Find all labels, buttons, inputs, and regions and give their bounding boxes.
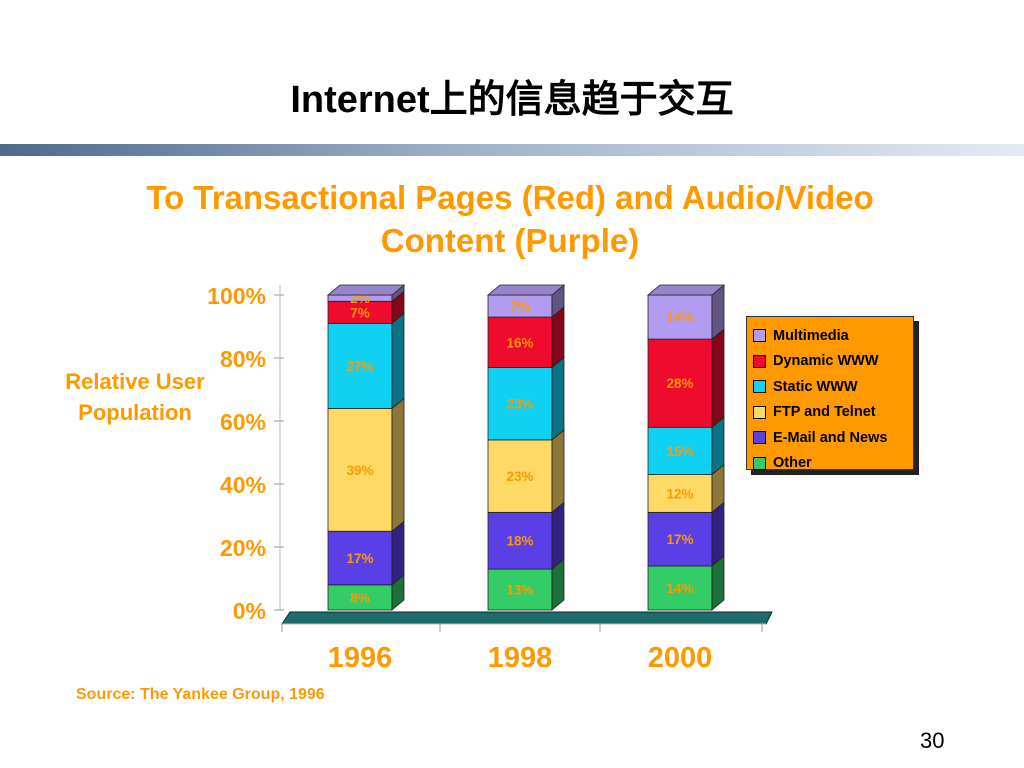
bar-segment-side (551, 356, 565, 441)
legend-swatch (753, 329, 766, 343)
bar-segment (487, 367, 553, 441)
bar-segment-side (711, 501, 725, 567)
title-divider (0, 144, 1024, 156)
data-label: 14% (666, 581, 693, 596)
legend-item: Static WWW (747, 374, 913, 400)
y-tick-label: 0% (233, 598, 266, 624)
data-label: 23% (506, 469, 533, 484)
bar-top (486, 284, 566, 296)
bar-segment (327, 322, 393, 409)
y-tick-label: 80% (220, 346, 266, 372)
bar-segment-side (551, 429, 565, 514)
chart-floor (281, 611, 773, 625)
bar-segment-side (551, 501, 565, 570)
data-label: 7% (510, 299, 530, 314)
chart-title: To Transactional Pages (Red) and Audio/V… (146, 179, 874, 259)
legend-label: E-Mail and News (773, 429, 888, 446)
legend-swatch (753, 380, 766, 394)
data-label: 17% (346, 551, 373, 566)
legend-item: Other (747, 451, 913, 477)
bar-top (326, 284, 406, 296)
bar-segment-side (711, 328, 725, 429)
bar-segment (327, 530, 393, 586)
bar-segment (647, 426, 713, 475)
legend-label: Static WWW (773, 378, 858, 395)
data-label: 27% (346, 359, 373, 374)
data-label: 16% (506, 335, 533, 350)
bar-segment (647, 565, 713, 611)
data-label: 17% (666, 532, 693, 547)
y-tick-label: 20% (220, 535, 266, 561)
legend-label: Multimedia (773, 327, 849, 344)
legend-swatch (753, 405, 766, 419)
data-label: 13% (506, 583, 533, 598)
legend-label: FTP and Telnet (773, 404, 876, 421)
y-axis-label: Relative User Population (65, 369, 205, 425)
legend-item: Dynamic WWW (747, 349, 913, 375)
bar-top (646, 284, 726, 296)
data-label: 8% (350, 590, 370, 605)
data-label: 23% (506, 397, 533, 412)
bar-segment-side (391, 520, 405, 586)
legend-item: E-Mail and News (747, 425, 913, 451)
bar-segment (647, 294, 713, 340)
data-label: 15% (666, 444, 693, 459)
y-tick-label: 40% (220, 472, 266, 498)
bar-segment-side (391, 397, 405, 533)
bar-segment-side (391, 312, 405, 410)
chart-legend: Multimedia Dynamic WWW Static WWW FTP and T… (746, 316, 914, 471)
legend-item: Multimedia (747, 323, 913, 349)
slide-title: Internet上的信息趋于交互 (290, 79, 734, 121)
legend-label: Dynamic WWW (773, 353, 879, 370)
y-tick-label: 60% (220, 409, 266, 435)
x-tick-label: 2000 (648, 642, 713, 674)
bar-segment (487, 511, 553, 570)
bar-segment (647, 338, 713, 428)
bar-segment (327, 584, 393, 611)
legend-item: FTP and Telnet (747, 400, 913, 426)
x-tick-label: 1996 (328, 642, 393, 674)
page-number: 30 (920, 728, 945, 753)
legend-swatch (753, 354, 766, 368)
legend-label: Other (773, 455, 812, 472)
x-tick-label: 1998 (488, 642, 553, 674)
legend-swatch (753, 431, 766, 445)
data-label: 18% (506, 534, 533, 549)
source-note: Source: The Yankee Group, 1996 (76, 686, 325, 703)
data-label: 28% (666, 376, 693, 391)
bar-segment (487, 568, 553, 611)
data-label: 14% (666, 310, 693, 325)
bar-segment (647, 474, 713, 513)
bar-segment-side (551, 306, 565, 369)
data-label: 39% (346, 463, 373, 478)
legend-swatch (753, 456, 766, 470)
y-tick-label: 100% (207, 283, 266, 309)
data-label: 12% (666, 486, 693, 501)
data-label: 7% (350, 305, 370, 320)
